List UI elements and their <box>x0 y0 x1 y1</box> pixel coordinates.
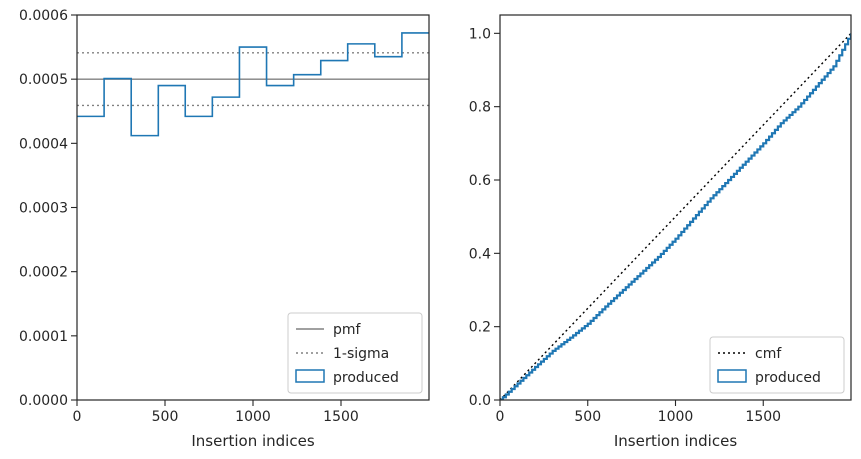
legend-item: cmf <box>718 346 782 362</box>
plot-area <box>77 32 429 137</box>
y-tick-label: 0.0005 <box>19 72 68 88</box>
chart-panel-2: 0 500 1000 1500 0.0 0.2 0.4 0.6 0.8 1.0 Insertion … <box>469 14 852 450</box>
legend-frame <box>709 336 845 394</box>
x-tick-label: 500 <box>574 409 601 425</box>
y-tick-label: 0.8 <box>469 100 491 116</box>
y-tick-label: 0.0001 <box>19 329 68 345</box>
legend-label: cmf <box>755 346 782 362</box>
x-tick-label: 500 <box>152 409 179 425</box>
legend-item: produced <box>295 369 399 386</box>
y-tick-label: 0.0006 <box>19 8 68 24</box>
y-tick-label: 0.0002 <box>19 265 68 281</box>
x-axis-label: Insertion indices <box>614 432 737 450</box>
x-tick-label: 1000 <box>235 409 271 425</box>
y-tick-label: 0.0004 <box>19 136 68 152</box>
x-tick-label: 1500 <box>323 409 359 425</box>
legend-label: produced <box>333 370 399 386</box>
x-tick-label: 1500 <box>745 409 781 425</box>
series-line-produced <box>77 32 429 137</box>
legend-item: 1-sigma <box>296 346 389 362</box>
legend-frame <box>287 312 423 394</box>
legend-label: pmf <box>333 322 362 338</box>
legend-item: produced <box>717 369 821 386</box>
legend-swatch-box <box>295 369 325 383</box>
x-axis-label: Insertion indices <box>191 432 314 450</box>
y-tick-label: 0.6 <box>469 173 491 189</box>
legend: pmf 1-sigma produced <box>287 312 423 394</box>
legend-swatch-box <box>717 369 747 383</box>
series-line-produced <box>500 33 851 400</box>
y-tick-label: 1.0 <box>469 26 491 42</box>
y-tick-label: 0.2 <box>469 320 491 336</box>
legend: cmf produced <box>709 336 845 394</box>
y-tick-label: 0.0003 <box>19 201 68 217</box>
legend-label: 1-sigma <box>333 346 389 362</box>
x-tick-label: 0 <box>73 409 82 425</box>
x-tick-label: 1000 <box>658 409 694 425</box>
chart-panel-1: 0 500 1000 1500 0.0000 0.0001 0.0002 0.0003 0.00… <box>19 8 430 450</box>
legend-item: pmf <box>296 322 362 338</box>
legend-label: produced <box>755 370 821 386</box>
y-tick-label: 0.4 <box>469 246 491 262</box>
x-tick-label: 0 <box>496 409 505 425</box>
y-tick-label: 0.0 <box>469 393 491 409</box>
plot-area <box>500 32 851 400</box>
y-tick-label: 0.0000 <box>19 393 68 409</box>
